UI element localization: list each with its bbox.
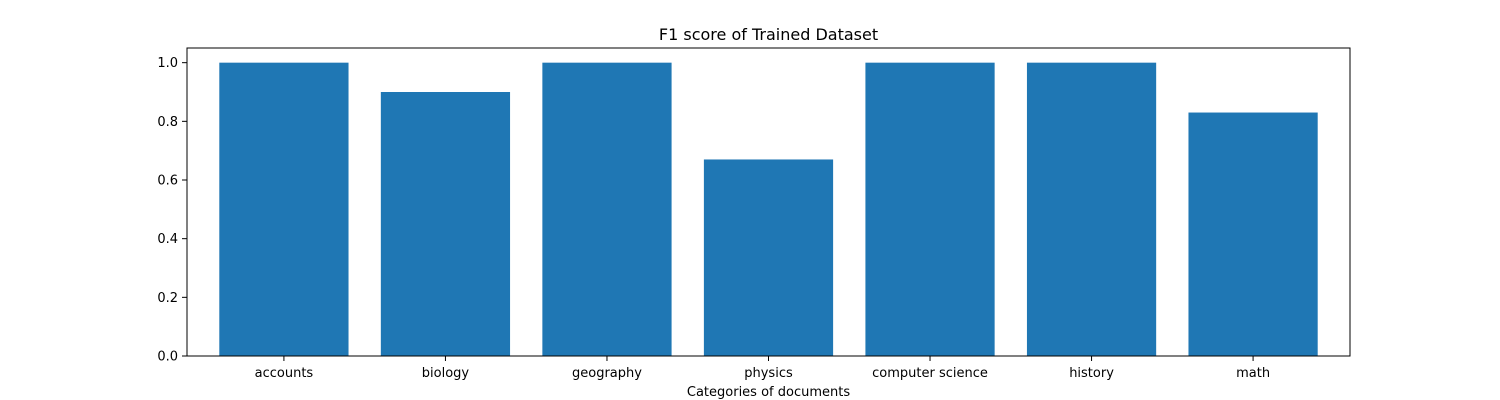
x-axis-label: Categories of documents (687, 385, 850, 400)
x-tick-label: physics (744, 366, 793, 381)
y-axis: 0.0 0.2 0.4 0.6 0.8 1.0 (157, 56, 187, 365)
y-tick-label: 1.0 (157, 56, 178, 71)
x-tick-label: geography (572, 366, 642, 381)
x-tick-label: biology (422, 366, 470, 381)
bar-history (1026, 62, 1157, 357)
plot-frame (186, 47, 1351, 357)
y-tick-label: 0.0 (157, 350, 178, 365)
y-tick-label: 0.2 (157, 291, 178, 306)
y-tick-label: 0.8 (157, 115, 178, 130)
x-tick-label: math (1236, 366, 1270, 381)
chart-title: F1 score of Trained Dataset (659, 25, 878, 44)
x-axis: accounts biology geography physics computer … (255, 356, 1270, 381)
y-tick-label: 0.6 (157, 174, 178, 189)
bar-accounts (219, 62, 349, 357)
bar-biology (380, 92, 511, 356)
bar-computer-science (865, 62, 995, 357)
x-tick-label: computer science (872, 366, 988, 381)
bars-group (219, 62, 1318, 357)
bar-math (1188, 112, 1318, 357)
bar-physics (703, 159, 834, 356)
x-tick-label: accounts (255, 366, 314, 381)
x-tick-label: history (1069, 366, 1114, 381)
bar-geography (542, 62, 672, 357)
y-tick-label: 0.4 (157, 232, 178, 247)
